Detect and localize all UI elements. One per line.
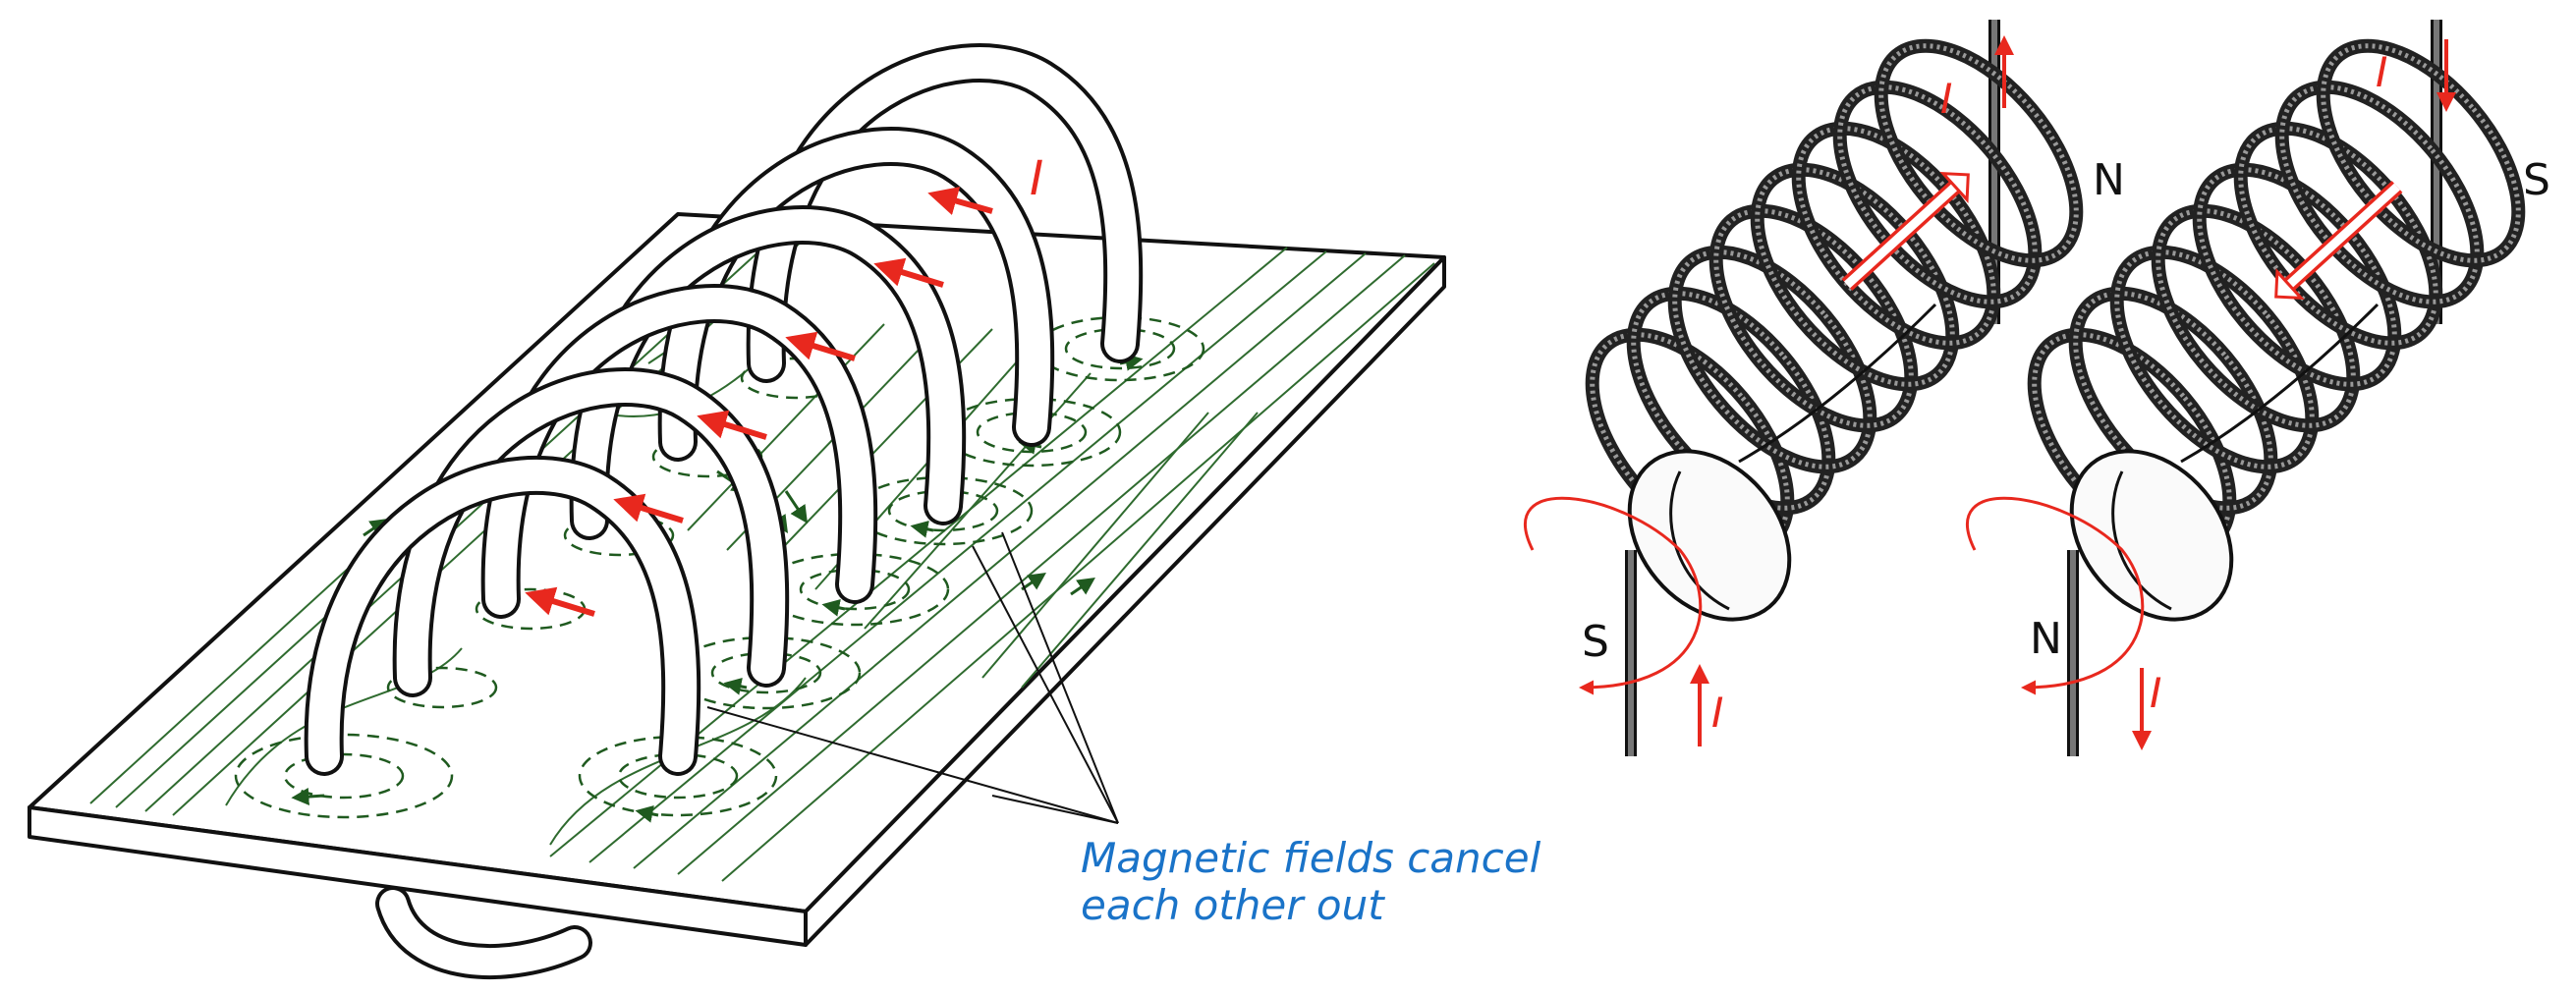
coil-turn [2109, 245, 2320, 474]
coil-turn [2068, 286, 2278, 516]
wire-hoops [304, 43, 1144, 776]
left-current-label: I [1030, 151, 1043, 206]
caption-line-2: each other out [1081, 881, 1385, 929]
flat-coil-figure: I Magnetic fields cancel each other out [28, 43, 1541, 979]
rotation-arrow [1524, 496, 1703, 695]
sol2-current-top: I [2376, 48, 2387, 96]
solenoid-south-figure [1966, 20, 2526, 756]
compass-body [2069, 449, 2234, 622]
wire-hoop [304, 455, 701, 776]
coil-turn [1874, 38, 2084, 268]
sol2-pole-start: N [2030, 614, 2062, 664]
sol1-pole-start: S [1582, 617, 1609, 667]
sol1-current-top: I [1940, 75, 1952, 123]
solenoid-north-figure [1524, 20, 2084, 756]
core-rod [1738, 303, 1937, 464]
caption-line-1: Magnetic fields cancel [1081, 834, 1541, 882]
rotation-arrow [1966, 496, 2145, 695]
caption-pointers [706, 531, 1119, 824]
sol1-current-bottom: I [1711, 689, 1723, 737]
compass-body [1627, 449, 1792, 622]
coil-turn [2316, 38, 2526, 268]
sol2-current-bottom: I [2150, 669, 2161, 717]
sol1-pole-end: N [2093, 155, 2125, 205]
sol2-pole-end: S [2523, 155, 2550, 205]
hoop-current-arrows [525, 187, 993, 617]
coil-turn [2274, 80, 2485, 309]
board [28, 212, 1446, 947]
core-rod [2180, 303, 2380, 464]
